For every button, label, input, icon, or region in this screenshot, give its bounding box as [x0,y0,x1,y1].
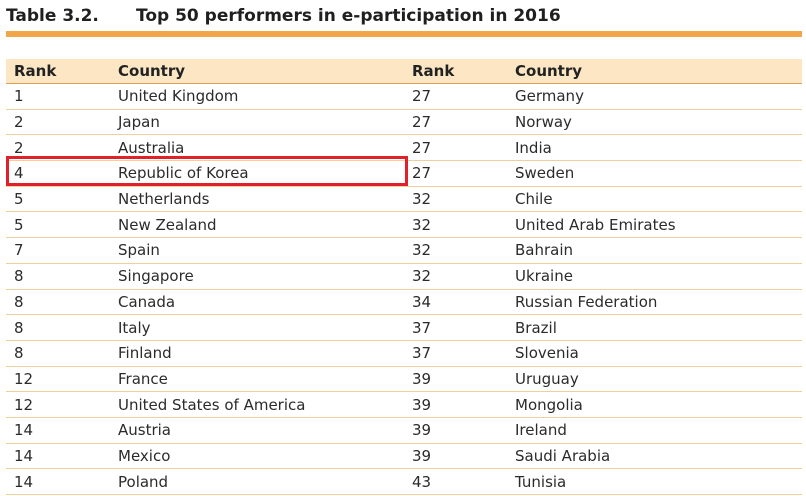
table-row: 14 Poland 43 Tunisia [6,469,802,495]
country-cell-right: Chile [515,190,553,209]
header-rank-right: Rank [412,62,455,80]
country-cell-right: United Arab Emirates [515,215,676,234]
rank-cell-right: 32 [412,241,432,260]
caption-rule [6,31,802,37]
country-cell-right: Tunisia [515,472,567,491]
country-cell-left: New Zealand [118,215,217,234]
country-cell-right: India [515,138,552,157]
table-row: 4 Republic of Korea 27 Sweden [6,161,802,187]
country-cell-right: Ireland [515,421,567,440]
rank-cell-right: 37 [412,318,432,337]
rank-cell-left: 8 [14,344,24,363]
country-cell-left: Poland [118,472,169,491]
country-cell-left: Italy [118,318,151,337]
table-row: 7 Spain 32 Bahrain [6,238,802,264]
rank-cell-left: 8 [14,318,24,337]
rank-cell-left: 5 [14,190,24,209]
country-cell-right: Ukraine [515,267,573,286]
rank-cell-left: 14 [14,421,34,440]
country-cell-left: Finland [118,344,172,363]
table-row: 14 Austria 39 Ireland [6,418,802,444]
rank-cell-right: 27 [412,164,432,183]
country-cell-left: Mexico [118,446,171,465]
country-cell-left: Japan [118,113,160,132]
country-cell-right: Germany [515,87,584,106]
country-cell-right: Slovenia [515,344,579,363]
table-row: 5 Netherlands 32 Chile [6,187,802,213]
header-rank-left: Rank [14,62,57,80]
rank-cell-right: 39 [412,446,432,465]
table-row: 12 France 39 Uruguay [6,367,802,393]
country-cell-left: United Kingdom [118,87,239,106]
country-cell-right: Bahrain [515,241,574,260]
country-cell-left: Canada [118,292,176,311]
rank-cell-right: 32 [412,190,432,209]
rank-cell-right: 32 [412,215,432,234]
rank-cell-right: 27 [412,138,432,157]
rank-cell-right: 34 [412,292,432,311]
rank-cell-left: 2 [14,113,24,132]
rank-cell-left: 14 [14,472,34,491]
country-cell-left: United States of America [118,395,306,414]
country-cell-right: Sweden [515,164,575,183]
rank-cell-left: 14 [14,446,34,465]
country-cell-right: Russian Federation [515,292,658,311]
rank-cell-left: 12 [14,395,34,414]
table-row: 8 Italy 37 Brazil [6,315,802,341]
table-header: Rank Country Rank Country [6,59,802,84]
country-cell-left: Spain [118,241,160,260]
rank-cell-left: 12 [14,369,34,388]
country-cell-left: Singapore [118,267,194,286]
country-cell-right: Norway [515,113,572,132]
country-cell-left: Austria [118,421,171,440]
header-country-left: Country [118,62,186,80]
table-row: 8 Singapore 32 Ukraine [6,264,802,290]
country-cell-left: Australia [118,138,185,157]
table-row: 12 United States of America 39 Mongolia [6,392,802,418]
country-cell-right: Brazil [515,318,557,337]
table-row: 1 United Kingdom 27 Germany [6,84,802,110]
country-cell-left: Republic of Korea [118,164,249,183]
table-row: 5 New Zealand 32 United Arab Emirates [6,212,802,239]
table-number: Table 3.2. [6,6,99,26]
table-body: 1 United Kingdom 27 Germany 2 Japan 27 N… [6,84,802,495]
rank-cell-right: 27 [412,87,432,106]
table-row: 14 Mexico 39 Saudi Arabia [6,444,802,470]
country-cell-right: Mongolia [515,395,583,414]
rank-cell-right: 39 [412,395,432,414]
rank-cell-right: 39 [412,421,432,440]
table-caption: Table 3.2. Top 50 performers in e-partici… [6,4,561,28]
rank-cell-left: 8 [14,292,24,311]
rank-cell-left: 1 [14,87,24,106]
rank-cell-right: 39 [412,369,432,388]
rank-cell-right: 27 [412,113,432,132]
table-row: 2 Australia 27 India [6,135,802,162]
rank-cell-right: 37 [412,344,432,363]
table-row: 8 Canada 34 Russian Federation [6,290,802,316]
country-cell-left: France [118,369,168,388]
rank-cell-right: 32 [412,267,432,286]
country-cell-right: Uruguay [515,369,579,388]
rank-cell-left: 7 [14,241,24,260]
header-country-right: Country [515,62,583,80]
rank-cell-left: 5 [14,215,24,234]
rank-cell-left: 8 [14,267,24,286]
table-row: 2 Japan 27 Norway [6,110,802,136]
rank-cell-left: 2 [14,138,24,157]
table-row: 8 Finland 37 Slovenia [6,341,802,367]
table-title: Top 50 performers in e-participation in … [136,6,561,26]
rank-cell-right: 43 [412,472,432,491]
country-cell-right: Saudi Arabia [515,446,611,465]
rank-cell-left: 4 [14,164,24,183]
country-cell-left: Netherlands [118,190,210,209]
